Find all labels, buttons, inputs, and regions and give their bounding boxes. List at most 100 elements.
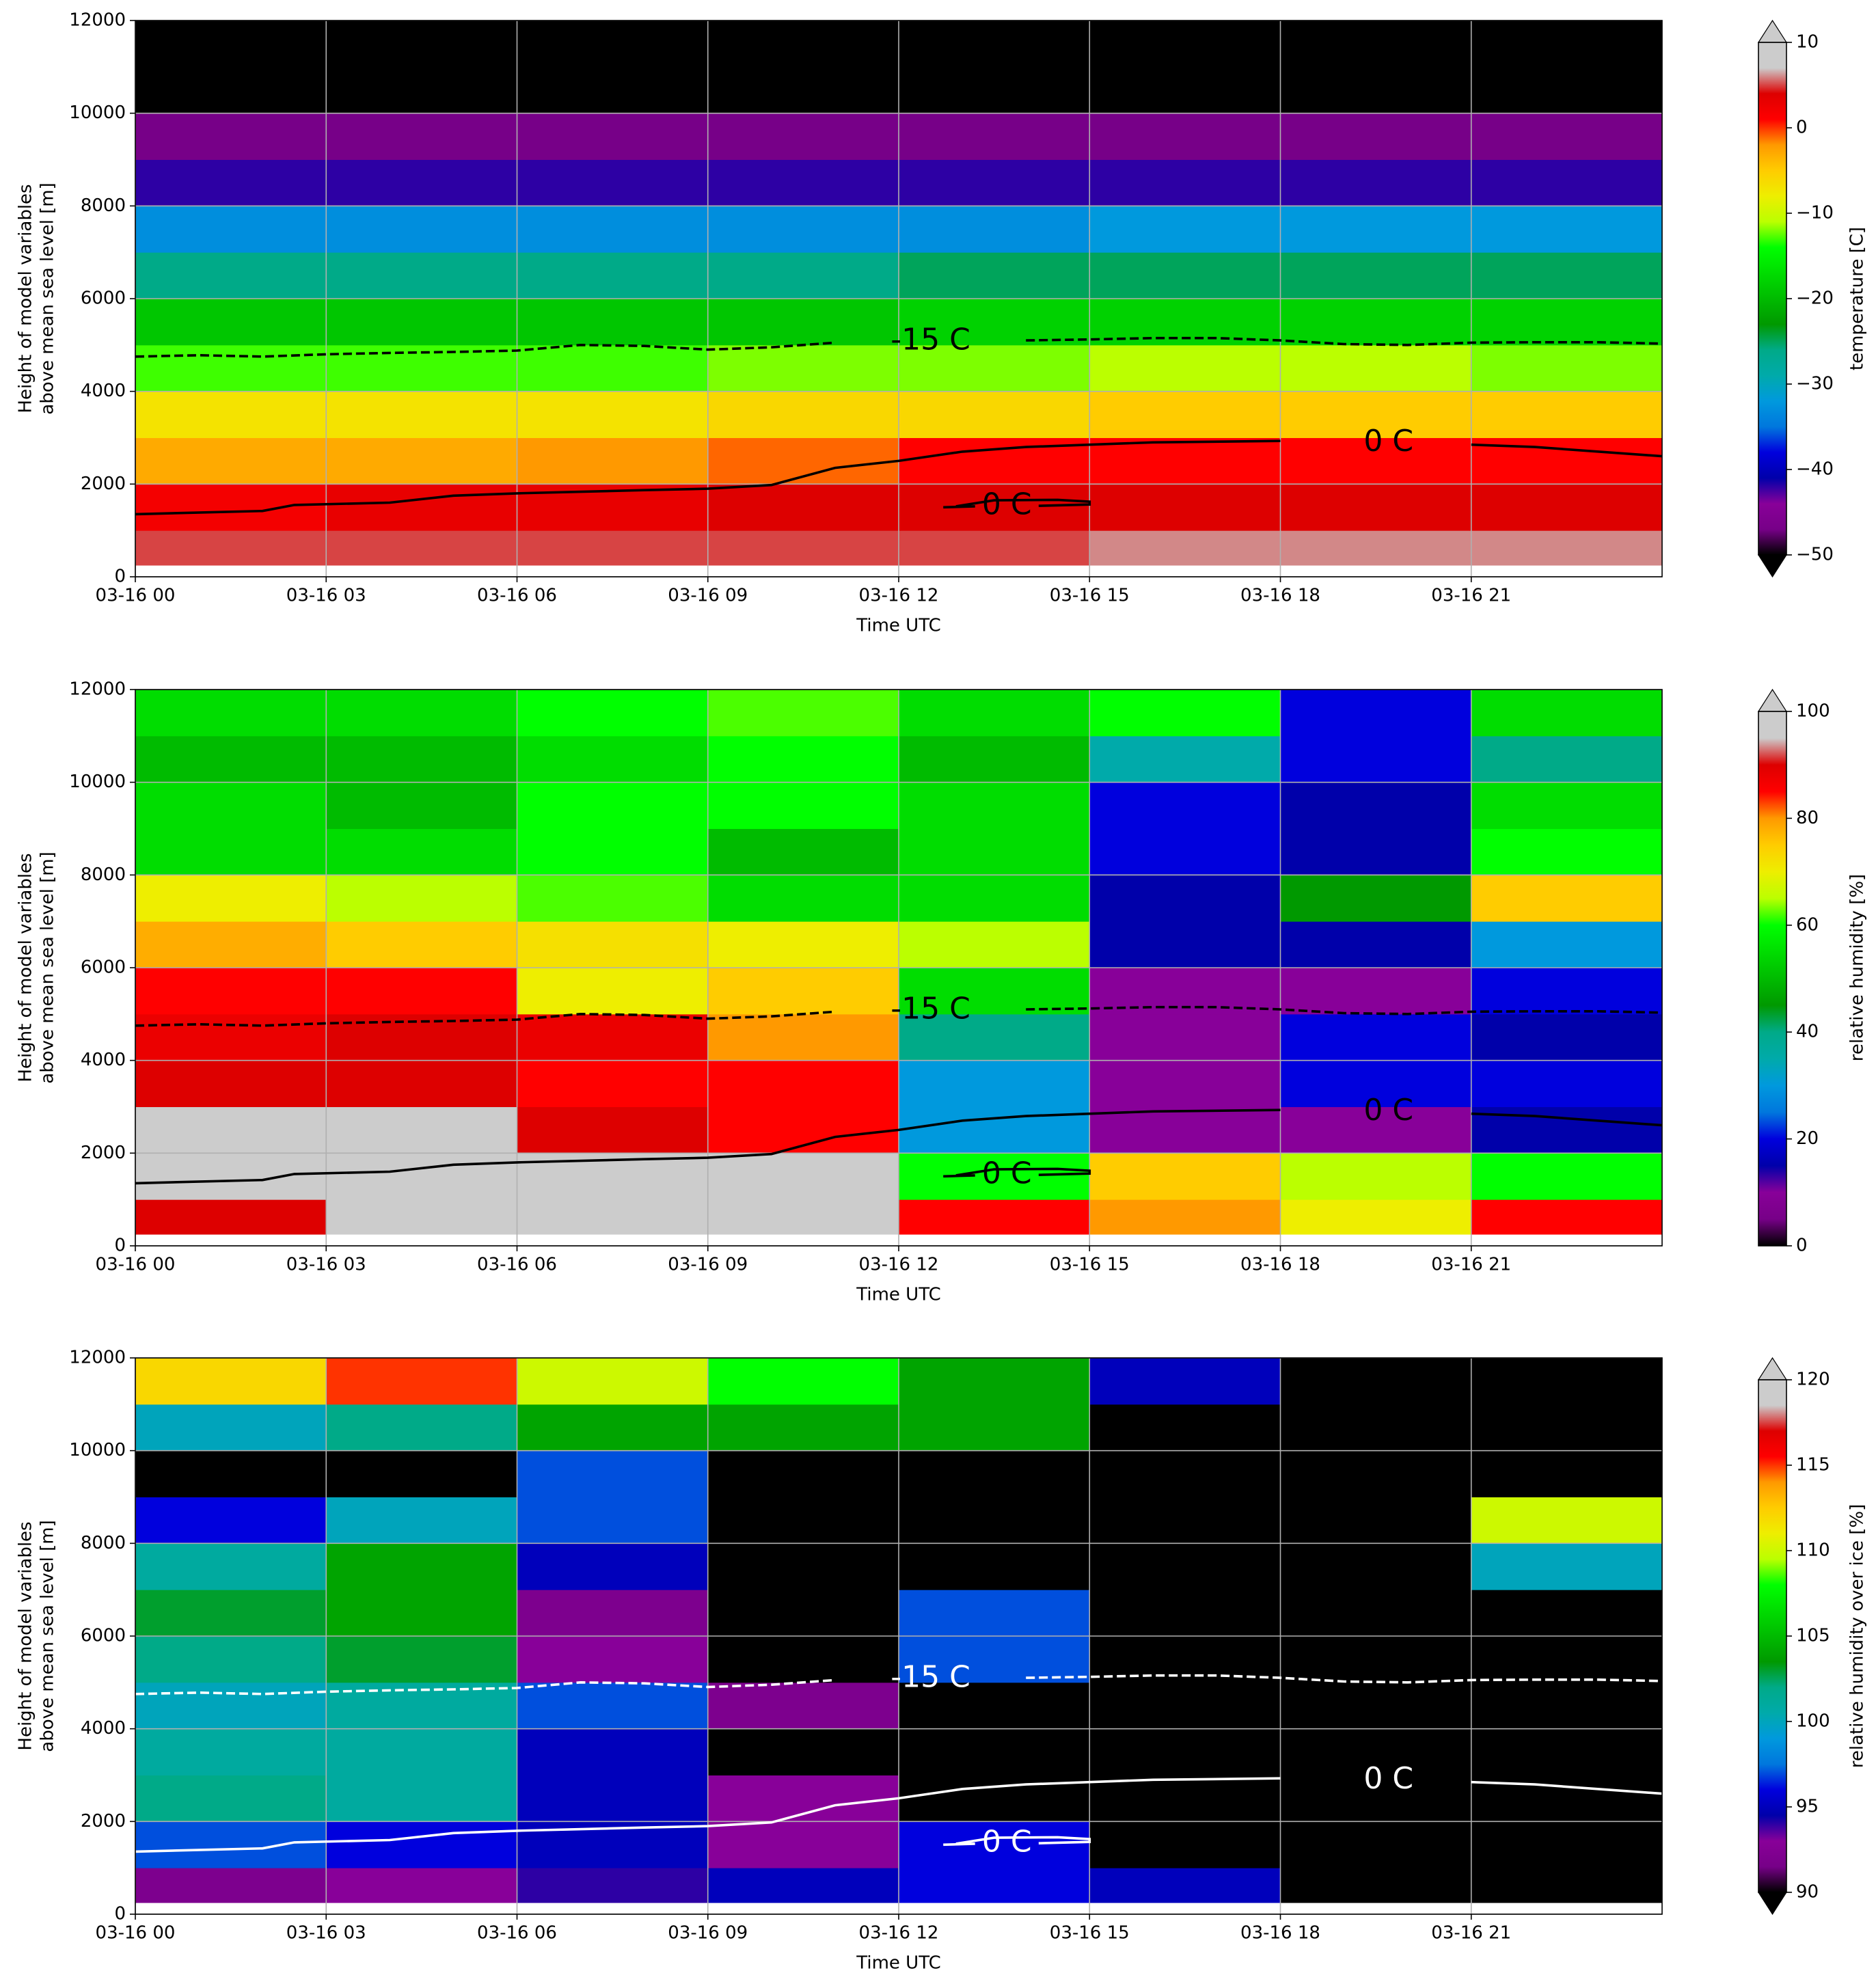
heatmap-cell bbox=[707, 1199, 899, 1235]
heatmap-cell bbox=[1280, 344, 1472, 392]
heatmap-cell bbox=[1471, 1636, 1663, 1683]
heatmap-cell bbox=[326, 782, 517, 829]
heatmap-cell bbox=[1280, 299, 1472, 346]
heatmap-cell bbox=[326, 690, 517, 737]
heatmap-cell bbox=[517, 206, 709, 253]
heatmap-cell bbox=[517, 159, 709, 206]
heatmap-cell bbox=[707, 1404, 899, 1452]
heatmap-cell bbox=[1089, 1106, 1281, 1154]
heatmap-cell bbox=[1280, 1821, 1472, 1868]
heatmap-cell bbox=[326, 1636, 517, 1683]
heatmap-cell bbox=[135, 484, 327, 531]
heatmap-cell bbox=[326, 206, 517, 253]
heatmap-cell bbox=[899, 1821, 1090, 1868]
heatmap-cell bbox=[1089, 1450, 1281, 1497]
heatmap-cell bbox=[326, 484, 517, 531]
heatmap-cell bbox=[135, 1450, 327, 1497]
heatmap-cell bbox=[326, 66, 517, 114]
heatmap-cell bbox=[517, 344, 709, 392]
heatmap-cell bbox=[1089, 113, 1281, 160]
colorbar-tick-label: 80 bbox=[1796, 808, 1819, 828]
heatmap-cell bbox=[707, 113, 899, 160]
heatmap-cell bbox=[1089, 1543, 1281, 1590]
heatmap-cell bbox=[1280, 1775, 1472, 1822]
contour-label: 0 C bbox=[1363, 1093, 1413, 1128]
heatmap-cell bbox=[517, 968, 709, 1015]
heatmap-cell bbox=[517, 1450, 709, 1497]
heatmap-cell bbox=[135, 1775, 327, 1822]
heatmap-cell bbox=[707, 875, 899, 922]
colorbar-extend-max bbox=[1757, 1357, 1788, 1380]
panel: 0 2000 4000 6000 8000 10000 12000 03-16 00 03-16… bbox=[16, 1348, 1868, 1974]
heatmap-cell bbox=[1089, 1775, 1281, 1822]
heatmap-cell bbox=[1280, 113, 1472, 160]
heatmap-cell bbox=[1280, 252, 1472, 299]
heatmap-cell bbox=[707, 690, 899, 737]
heatmap-cell bbox=[517, 299, 709, 346]
heatmap-cell bbox=[326, 391, 517, 438]
heatmap-cell bbox=[707, 828, 899, 875]
contour-label: 0 C bbox=[1363, 424, 1413, 459]
x-tick-label: 03-16 03 bbox=[286, 586, 366, 606]
heatmap-cell bbox=[1280, 921, 1472, 968]
heatmap-cell bbox=[707, 252, 899, 299]
heatmap-cell bbox=[1280, 1013, 1472, 1061]
heatmap-cell bbox=[1471, 875, 1663, 922]
colorbar-tick-label: 60 bbox=[1796, 914, 1819, 935]
heatmap-cell bbox=[899, 530, 1090, 566]
heatmap-cell bbox=[517, 1590, 709, 1637]
heatmap-cell bbox=[135, 1821, 327, 1868]
heatmap-cell bbox=[1089, 921, 1281, 968]
contour-label: 0 C bbox=[982, 1156, 1032, 1191]
heatmap-cell bbox=[1471, 391, 1663, 438]
x-tick-label: 03-16 00 bbox=[96, 1255, 176, 1275]
y-tick-label: 2000 bbox=[81, 1811, 126, 1832]
y-axis-label: above mean sea level [m] bbox=[38, 182, 58, 414]
heatmap-cell bbox=[707, 66, 899, 114]
y-axis-label: Height of model variables bbox=[16, 184, 36, 413]
heatmap-cell bbox=[1280, 968, 1472, 1015]
colorbar-label: relative humidity [%] bbox=[1847, 874, 1868, 1061]
colorbar-tick-label: 0 bbox=[1796, 1236, 1808, 1256]
heatmap-cell bbox=[707, 1728, 899, 1775]
heatmap-cell bbox=[1089, 530, 1281, 566]
heatmap-cell bbox=[1089, 782, 1281, 829]
heatmap-cell bbox=[1089, 735, 1281, 783]
heatmap-cell bbox=[899, 1199, 1090, 1235]
heatmap-cell bbox=[707, 1450, 899, 1497]
heatmap-cell bbox=[1089, 484, 1281, 531]
heatmap-cell bbox=[899, 299, 1090, 346]
colorbar bbox=[1758, 711, 1786, 1246]
heatmap-cell bbox=[326, 1199, 517, 1235]
x-tick-label: 03-16 12 bbox=[859, 586, 939, 606]
x-tick-label: 03-16 12 bbox=[859, 1923, 939, 1944]
heatmap-cell bbox=[1471, 484, 1663, 531]
heatmap-cell bbox=[1471, 921, 1663, 968]
x-tick-label: 03-16 18 bbox=[1240, 1255, 1320, 1275]
heatmap-cell bbox=[1280, 1358, 1472, 1405]
heatmap-cell bbox=[135, 206, 327, 253]
heatmap-cell bbox=[1089, 159, 1281, 206]
heatmap-cell bbox=[1471, 1682, 1663, 1730]
colorbar-tick-label: −20 bbox=[1796, 288, 1834, 309]
heatmap-cell bbox=[135, 1636, 327, 1683]
heatmap-cell bbox=[899, 1404, 1090, 1452]
heatmap-cell bbox=[517, 782, 709, 829]
contour-label: -15 C bbox=[891, 1660, 970, 1695]
heatmap-cell bbox=[135, 875, 327, 922]
x-tick-label: 03-16 06 bbox=[477, 586, 557, 606]
y-tick-label: 10000 bbox=[69, 772, 126, 792]
contour-line bbox=[135, 1108, 1663, 1185]
x-axis-label: Time UTC bbox=[856, 616, 940, 636]
heatmap-cell bbox=[899, 968, 1090, 1015]
heatmap-cell bbox=[1471, 1450, 1663, 1497]
heatmap-cell bbox=[1280, 1497, 1472, 1544]
heatmap-cell bbox=[899, 1497, 1090, 1544]
heatmap-cell bbox=[1471, 1358, 1663, 1405]
heatmap-cell bbox=[1089, 1404, 1281, 1452]
heatmap-cell bbox=[899, 1060, 1090, 1107]
heatmap-cell bbox=[1280, 159, 1472, 206]
heatmap-cell bbox=[135, 1060, 327, 1107]
heatmap-cell bbox=[899, 1013, 1090, 1061]
heatmap-cell bbox=[135, 1728, 327, 1775]
